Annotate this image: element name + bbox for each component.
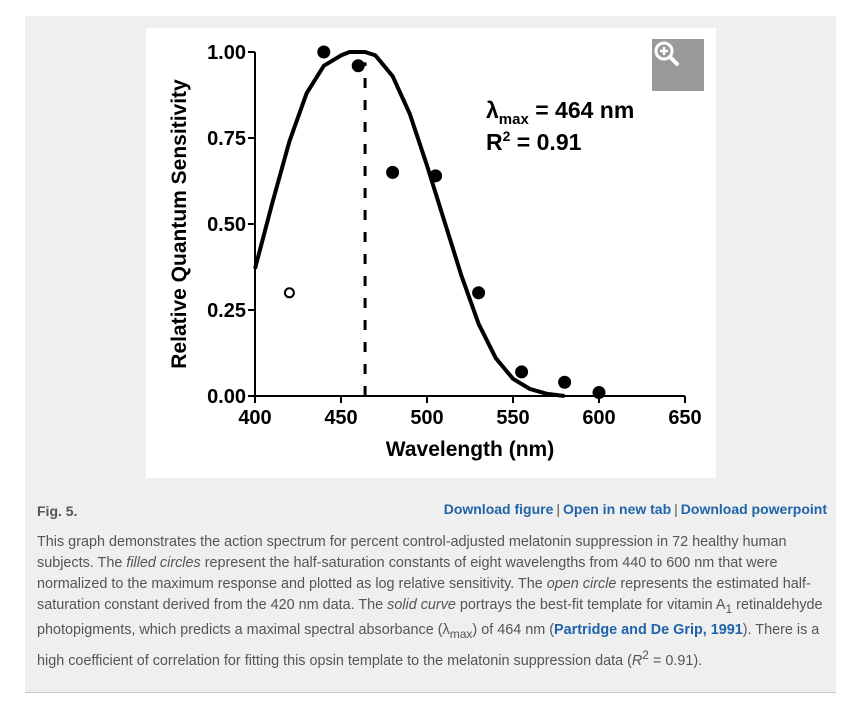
caption-text-part: represents the estimated half-saturation… <box>37 576 811 613</box>
caption-text-part: portrays the best-fit template for vitam… <box>455 597 726 613</box>
x-tick-label: 600 <box>582 407 615 429</box>
template-curve <box>253 50 565 398</box>
caption-superscript: 2 <box>642 647 649 662</box>
caption-emphasis: filled circles <box>126 555 201 571</box>
y-tick-label: 1.00 <box>207 42 246 64</box>
figure-links: Download figure | Open in new tab | Download… <box>444 501 827 517</box>
filled-data-point <box>351 59 365 73</box>
y-tick-label: 0.25 <box>207 300 246 322</box>
zoom-button[interactable] <box>652 39 704 91</box>
caption-emphasis: R <box>631 652 643 669</box>
caption-text-part: represent the half-saturation constants … <box>37 555 778 592</box>
caption-emphasis: open circle <box>546 576 617 592</box>
figure-label: Fig. 5. <box>37 503 78 519</box>
x-axis-label: Wavelength (nm) <box>386 438 554 461</box>
x-tick-label: 400 <box>238 407 271 429</box>
caption-header: Fig. 5. Download figure | Open in new tab |… <box>37 501 827 521</box>
figure-caption: This graph demonstrates the action spect… <box>37 532 827 672</box>
caption-text-part: This graph demonstrates the action spect… <box>37 534 787 571</box>
x-tick-label: 550 <box>496 407 529 429</box>
filled-data-point <box>317 45 331 59</box>
x-tick-label: 450 <box>324 407 357 429</box>
filled-data-point <box>558 375 572 389</box>
filled-data-point <box>472 286 486 300</box>
caption-subscript: max <box>449 626 473 641</box>
link-separator: | <box>674 501 678 517</box>
figure-image[interactable]: 400 450 500 550 600 650 0.00 0.25 0.50 0.75 1.00 Wa… <box>146 28 716 478</box>
y-tick-label: 0.75 <box>207 128 246 150</box>
chart: 400 450 500 550 600 650 0.00 0.25 0.50 0.75 1.00 Wa… <box>168 42 702 461</box>
open-new-tab-link[interactable]: Open in new tab <box>563 501 672 517</box>
filled-data-point <box>592 386 606 400</box>
x-tick-label: 500 <box>410 407 443 429</box>
filled-data-point <box>386 165 400 179</box>
y-tick-label: 0.50 <box>207 214 246 236</box>
link-separator: | <box>556 501 561 517</box>
filled-data-point <box>429 169 443 183</box>
magnifier-plus-icon <box>654 41 679 66</box>
reference-link[interactable]: Partridge and De Grip, 1991 <box>554 621 743 638</box>
caption-text-part: ) of 464 nm ( <box>472 621 554 638</box>
lambda-max-annotation: λmax = 464 nm <box>486 97 634 128</box>
caption-text-part: = 0.91). <box>648 652 703 669</box>
download-powerpoint-link[interactable]: Download powerpoint <box>680 501 827 517</box>
y-axis-label: Relative Quantum Sensitivity <box>168 79 191 369</box>
filled-data-point <box>515 365 529 379</box>
download-figure-link[interactable]: Download figure <box>443 501 554 517</box>
open-data-point <box>283 287 295 299</box>
r-squared-annotation: R2 = 0.91 <box>486 128 582 155</box>
caption-emphasis: solid curve <box>387 597 456 613</box>
x-tick-label: 650 <box>668 407 701 429</box>
figure-panel: 400 450 500 550 600 650 0.00 0.25 0.50 0.75 1.00 Wa… <box>25 16 836 693</box>
caption-text-part: ). There is a high coefficient of correl… <box>37 621 820 669</box>
y-tick-label: 0.00 <box>207 386 246 408</box>
caption-text-part: retinaldehyde photopigments, which predi… <box>37 597 823 638</box>
caption-subscript: 1 <box>725 601 733 616</box>
